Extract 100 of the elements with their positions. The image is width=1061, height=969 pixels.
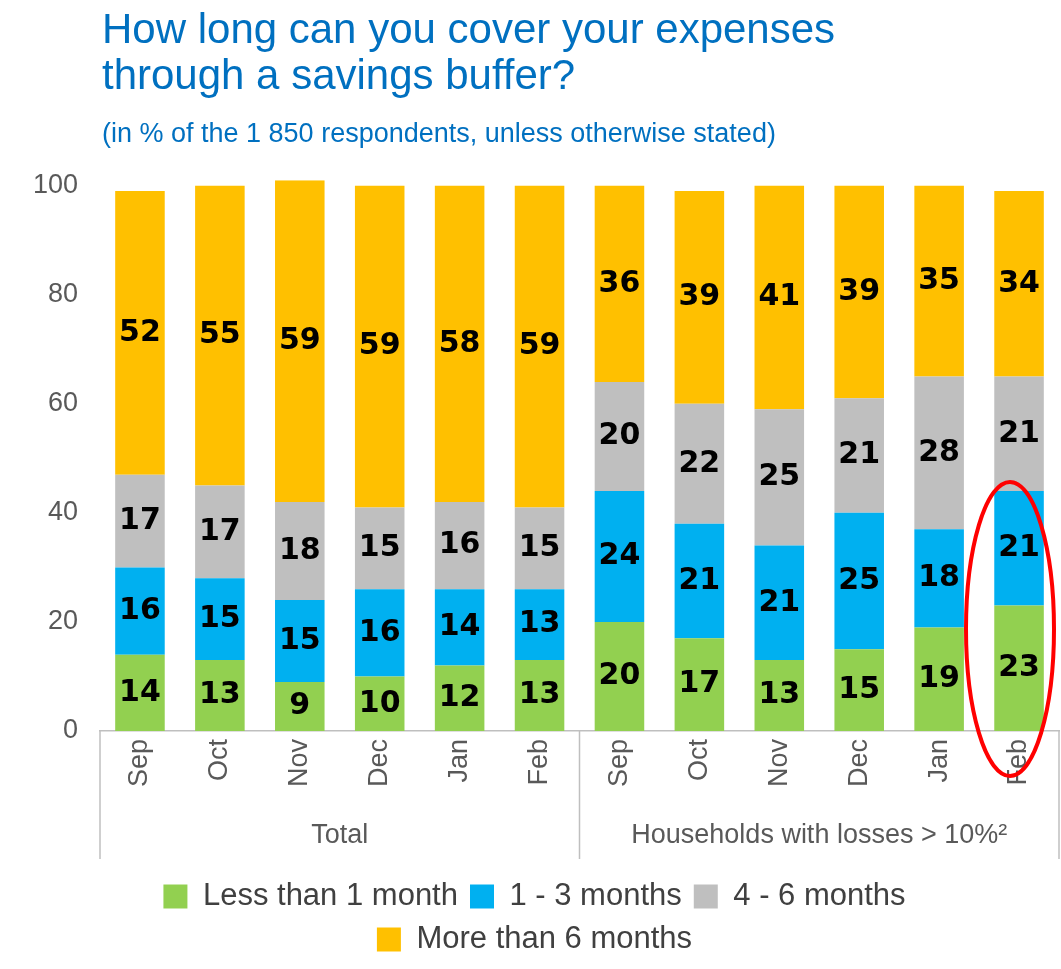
x-tick-label: Nov — [762, 738, 793, 788]
y-tick-label: 40 — [47, 496, 78, 527]
data-label: 13 — [518, 675, 561, 711]
data-label: 59 — [278, 320, 321, 356]
x-tick-label: Oct — [203, 738, 234, 782]
data-label: 39 — [678, 277, 721, 313]
data-label: 23 — [998, 648, 1040, 684]
bar — [914, 529, 964, 628]
data-label: 41 — [758, 277, 801, 313]
bar — [674, 191, 725, 404]
chart-subtitle: (in % of the 1 850 respondents, unless otherwise stated) — [102, 118, 776, 149]
bar — [754, 545, 805, 661]
data-label: 15 — [278, 620, 321, 656]
x-tick-label: Oct — [682, 738, 713, 782]
data-label: 12 — [438, 678, 481, 714]
bar — [195, 485, 245, 579]
data-label: 17 — [678, 664, 721, 700]
data-label: 17 — [199, 511, 241, 547]
bar — [594, 491, 645, 622]
data-label: 15 — [838, 669, 881, 705]
data-label: 34 — [998, 263, 1040, 299]
x-tick-label: Dec — [363, 739, 394, 788]
legend-label: 4 - 6 months — [733, 877, 906, 913]
data-label: 13 — [199, 675, 241, 711]
data-label: 20 — [598, 416, 641, 452]
bar — [674, 638, 725, 731]
data-label: 21 — [998, 413, 1040, 449]
data-label: 25 — [838, 560, 881, 596]
bar — [275, 600, 325, 682]
bar — [674, 523, 725, 639]
data-label: 17 — [119, 500, 161, 536]
bar — [994, 191, 1044, 377]
x-tick-label: Sep — [123, 739, 154, 788]
data-label: 15 — [518, 528, 561, 564]
data-label: 10 — [358, 683, 401, 719]
data-label: 58 — [438, 323, 481, 359]
data-label: 39 — [838, 271, 881, 307]
y-tick-label: 0 — [62, 714, 78, 745]
data-label: 24 — [598, 536, 641, 572]
data-label: 13 — [758, 675, 801, 711]
bar — [914, 376, 964, 530]
legend-label: Less than 1 month — [202, 877, 458, 913]
x-tick-label: Sep — [602, 739, 633, 788]
bar — [994, 376, 1044, 492]
data-label: 13 — [518, 604, 561, 640]
data-label: 21 — [838, 435, 881, 471]
data-label: 59 — [518, 326, 561, 362]
bar — [354, 185, 405, 508]
bar — [674, 403, 725, 524]
bar — [594, 185, 645, 382]
bar — [834, 398, 884, 513]
data-label: 28 — [918, 432, 960, 468]
bar — [754, 185, 805, 410]
bar — [834, 185, 884, 399]
x-tick-label: Dec — [842, 739, 873, 788]
text: Total — [311, 819, 369, 850]
bar — [754, 409, 805, 546]
data-label: 52 — [119, 312, 161, 348]
data-label: 35 — [918, 260, 960, 296]
data-label: 18 — [278, 530, 321, 566]
data-label: 19 — [918, 658, 960, 694]
bar — [434, 185, 485, 502]
data-label: 16 — [438, 525, 481, 561]
data-label: 21 — [758, 582, 801, 618]
data-label: 20 — [598, 656, 641, 692]
data-label: 14 — [438, 607, 481, 643]
data-label: 15 — [358, 528, 401, 564]
bar — [275, 501, 325, 601]
data-label: 14 — [119, 672, 161, 708]
x-tick-label: Nov — [283, 738, 314, 788]
x-tick-label: Jan — [922, 739, 953, 783]
legend-label: More than 6 months — [416, 920, 693, 956]
data-label: 9 — [289, 686, 311, 722]
y-tick-label: 20 — [47, 605, 78, 636]
y-tick-label: 60 — [47, 387, 78, 418]
bar — [914, 185, 964, 377]
text: Households with losses > 10%² — [631, 819, 1008, 850]
bar — [115, 474, 165, 568]
bar — [195, 185, 245, 486]
bar — [275, 180, 325, 502]
data-label: 59 — [358, 326, 401, 362]
data-label: 21 — [678, 560, 721, 596]
bar — [994, 491, 1044, 606]
bar — [914, 627, 964, 731]
bar — [994, 605, 1044, 731]
bar — [514, 185, 565, 508]
bar — [115, 567, 165, 655]
bar — [195, 578, 245, 661]
data-label: 21 — [998, 528, 1040, 564]
data-label: 55 — [199, 315, 241, 351]
data-label: 18 — [918, 558, 960, 594]
data-label: 22 — [678, 443, 721, 479]
data-label: 36 — [598, 263, 641, 299]
data-label: 15 — [199, 599, 241, 634]
x-tick-label: Jan — [443, 739, 474, 783]
data-label: 25 — [758, 457, 801, 493]
chart-title: How long can you cover your expenses through a savings buffer? — [102, 5, 837, 98]
y-tick-label: 80 — [47, 278, 78, 309]
y-tick-label: 100 — [32, 169, 78, 200]
data-label: 16 — [119, 590, 161, 626]
